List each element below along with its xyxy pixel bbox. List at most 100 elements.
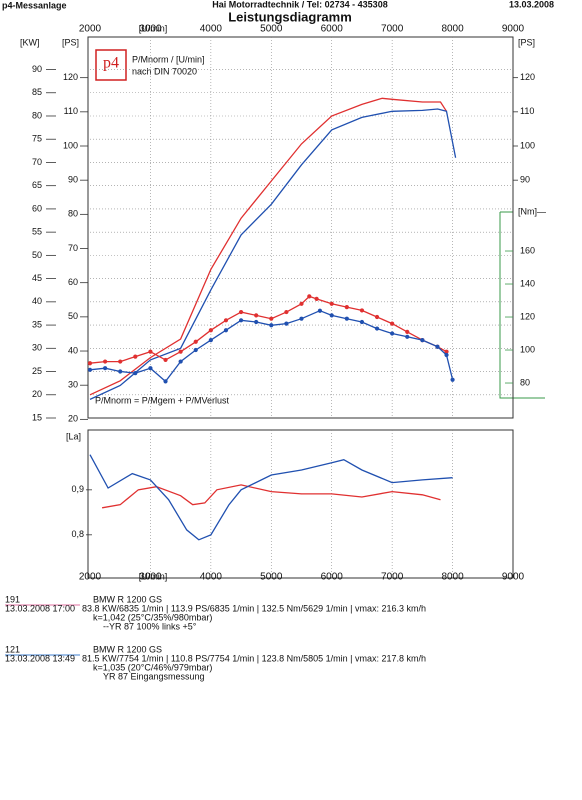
data-point xyxy=(133,371,138,376)
y2-tick-label: 50 xyxy=(68,311,78,321)
data-point xyxy=(307,294,312,299)
data-point xyxy=(87,367,93,372)
run-note: --YR 87 100% links +5° xyxy=(103,621,197,631)
data-point xyxy=(223,318,229,323)
data-point xyxy=(390,331,395,336)
y-tick-label: 80 xyxy=(32,110,42,120)
legend-line: nach DIN 70020 xyxy=(132,66,197,76)
y-tick-label: 35 xyxy=(32,319,42,329)
run-model: BMW R 1200 GS xyxy=(93,594,162,604)
x-tick-label: 5000 xyxy=(260,24,283,35)
torque-axis-bracket xyxy=(499,211,545,399)
y-tick-label: 20 xyxy=(32,389,42,399)
data-point xyxy=(87,361,93,366)
series-line xyxy=(89,295,447,364)
logo-box xyxy=(95,49,127,81)
y-tick-label: 75 xyxy=(32,134,42,144)
data-point xyxy=(374,326,380,331)
series-line xyxy=(89,454,453,541)
y2-tick-label: 60 xyxy=(68,277,78,287)
lambda-x-label: [U/min] xyxy=(139,571,168,581)
series-line xyxy=(101,484,441,509)
y2-axis-label: [PS] xyxy=(62,37,79,47)
y2-right-tick-label: 100 xyxy=(520,140,535,150)
data-point xyxy=(118,369,123,374)
data-point xyxy=(444,349,449,354)
y3-tick-label: 140 xyxy=(520,278,535,288)
y-tick-label: 70 xyxy=(32,157,42,167)
x-axis-label: [U/min] xyxy=(139,23,168,33)
y2-tick-label: 110 xyxy=(64,106,78,116)
data-point xyxy=(359,308,365,313)
run-date: 13.03.2008 17:00 xyxy=(5,603,75,613)
data-point xyxy=(344,316,349,321)
run-stats: 81.5 KW/7754 1/min | 110.8 PS/7754 1/min… xyxy=(82,653,426,663)
series-line xyxy=(89,309,454,383)
data-point xyxy=(359,319,365,325)
data-point xyxy=(193,339,198,344)
x-tick-label: 2000 xyxy=(79,24,102,35)
y3-axis-label: [Nm]— xyxy=(518,206,546,216)
data-point xyxy=(208,338,213,343)
y-tick-label: 55 xyxy=(32,227,42,237)
run-k: k=1,042 (25°C/35%/980mbar) xyxy=(93,612,212,622)
data-point xyxy=(238,318,244,323)
x-tick-label: 9000 xyxy=(502,24,525,35)
y-tick-label: 50 xyxy=(32,250,42,260)
data-point xyxy=(148,349,153,354)
run-id: 121 xyxy=(5,644,20,654)
data-point xyxy=(238,309,244,315)
series-line xyxy=(89,97,448,396)
y-tick-label: 30 xyxy=(32,343,42,353)
y3-tick-label: 120 xyxy=(520,311,535,321)
x-tick-label: 6000 xyxy=(321,24,344,35)
data-point xyxy=(374,314,380,320)
data-point xyxy=(193,347,198,353)
header-left: p4-Messanlage xyxy=(2,0,67,10)
y3-tick-label: 160 xyxy=(520,245,535,255)
data-point xyxy=(103,359,108,364)
y2-right-tick-label: 90 xyxy=(520,175,530,185)
data-point xyxy=(178,349,183,354)
y-tick-label: 0,8 xyxy=(71,529,84,539)
y2-tick-label: 20 xyxy=(68,414,78,424)
plot-frame xyxy=(87,36,514,419)
data-point xyxy=(269,323,274,328)
data-point xyxy=(344,305,349,310)
y2-right-tick-label: 120 xyxy=(520,72,535,82)
header-date: 13.03.2008 xyxy=(509,0,554,9)
y2-tick-label: 80 xyxy=(68,209,78,219)
data-point xyxy=(208,328,213,333)
data-point xyxy=(405,334,410,339)
data-point xyxy=(317,308,323,313)
data-point xyxy=(269,316,274,321)
data-point xyxy=(133,354,138,359)
y-tick-label: 0,9 xyxy=(71,484,84,494)
y-tick-label: 90 xyxy=(32,64,42,74)
data-point xyxy=(254,319,259,325)
y-tick-label: 15 xyxy=(32,412,42,422)
data-point xyxy=(254,313,259,318)
data-point xyxy=(435,344,440,349)
y2-right-axis-label: [PS] xyxy=(518,37,535,47)
run-stats: 83.8 KW/6835 1/min | 113.9 PS/6835 1/min… xyxy=(82,603,426,613)
y-tick-label: 65 xyxy=(32,180,42,190)
data-point xyxy=(163,379,168,384)
data-point xyxy=(299,301,304,306)
run-note: YR 87 Eingangsmessung xyxy=(103,671,205,681)
x-tick-label: 3000 xyxy=(139,24,162,35)
data-point xyxy=(284,321,289,326)
y2-tick-label: 100 xyxy=(63,140,78,150)
data-point xyxy=(420,338,425,343)
y-tick-label: 45 xyxy=(32,273,42,283)
run-k: k=1,035 (20°C/46%/979mbar) xyxy=(93,662,212,672)
lambda-y-label: [La] xyxy=(66,431,81,441)
header-center: Hai Motorradtechnik / Tel: 02734 - 43530… xyxy=(212,0,387,9)
logo: p4 xyxy=(103,55,119,72)
y2-right-tick-label: 110 xyxy=(520,106,534,116)
data-point xyxy=(163,357,168,363)
data-point xyxy=(450,377,455,382)
data-point xyxy=(148,366,153,371)
y2-tick-label: 120 xyxy=(63,72,78,82)
